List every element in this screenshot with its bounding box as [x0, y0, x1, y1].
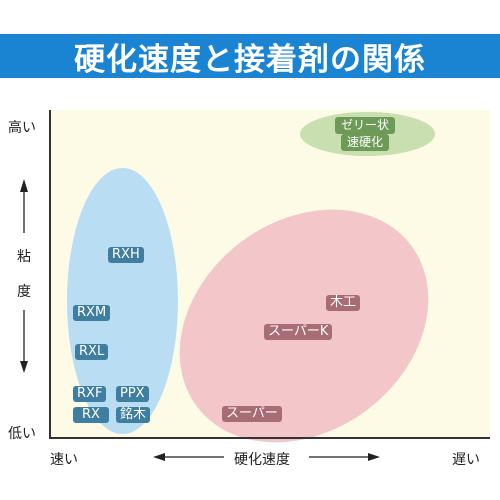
y-axis-low-label: 低い [8, 426, 36, 442]
product-tag-rxm: RXM [73, 305, 111, 321]
x-axis-slow-label: 遅い [452, 452, 480, 468]
y-axis-label-2: 度 [17, 284, 31, 300]
product-tag-mokko: 木工 [326, 295, 361, 311]
y-axis-high-label: 高い [8, 120, 36, 136]
y-arrow-up-icon [20, 179, 28, 192]
y-axis-label-1: 粘 [17, 249, 31, 265]
product-tag-fast-cure: 速硬化 [341, 134, 390, 151]
product-tag-rxh: RXH [108, 247, 144, 263]
product-tag-gel: ゼリー状 [335, 117, 396, 134]
x-arrow-right-icon [368, 453, 380, 461]
product-tag-super: スーパー [222, 406, 282, 422]
x-axis-title: 硬化速度 [234, 452, 290, 468]
product-tag-rx: RX [73, 407, 109, 423]
x-axis-line [49, 437, 490, 439]
product-tag-ppx: PPX [116, 386, 149, 402]
product-tag-rxf: RXF [73, 386, 107, 402]
title-bar: 硬化速度と接着剤の関係 [0, 34, 500, 78]
x-axis-fast-label: 速い [50, 452, 78, 468]
x-arrow-left-icon [153, 453, 165, 461]
y-axis-line [49, 110, 51, 439]
product-tag-super-k: スーパーK [264, 324, 333, 340]
page-title: 硬化速度と接着剤の関係 [74, 41, 426, 78]
product-tag-meiboku: 銘木 [116, 407, 151, 423]
y-arrow-down-icon [20, 361, 28, 373]
product-tag-rxl: RXL [75, 344, 109, 360]
